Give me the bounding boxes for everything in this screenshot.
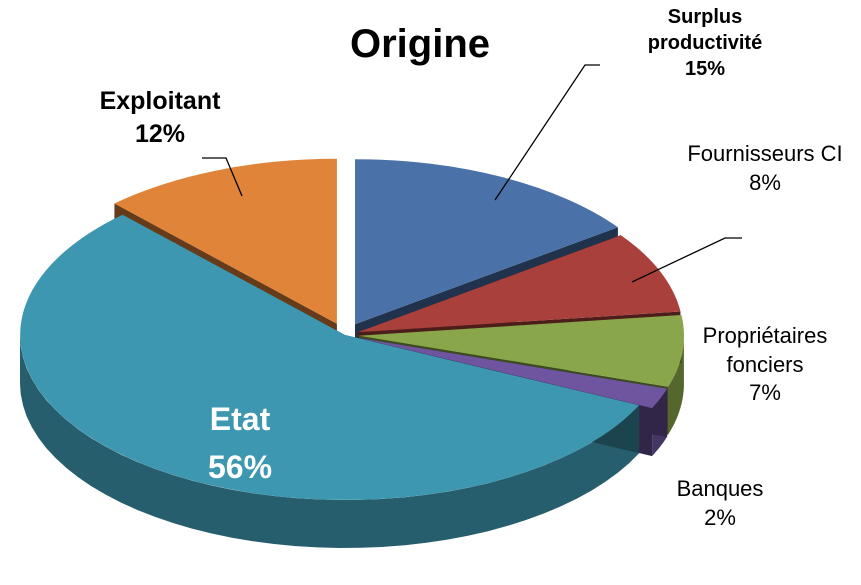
pie-tops: [20, 158, 684, 500]
slice-label: Etat 56%: [160, 395, 320, 491]
slice: [354, 159, 618, 325]
chart-title: Origine: [349, 22, 491, 66]
slice: [358, 315, 684, 387]
slice-label: Fournisseurs CI 8%: [670, 140, 860, 197]
label-value: 8%: [749, 169, 781, 195]
slice-label: Surplus productivité 15%: [620, 4, 790, 82]
label-name: Fournisseurs CI: [687, 141, 843, 166]
leader-line: [631, 237, 742, 283]
slice-side: [20, 335, 640, 548]
slice-side: [668, 335, 684, 435]
label-name: Surplus productivité: [647, 6, 763, 54]
label-name: Exploitant: [99, 87, 221, 115]
label-name: Propriétaires fonciers: [702, 323, 828, 377]
label-value: 7%: [749, 380, 781, 406]
label-name: Etat: [209, 401, 271, 437]
slice: [114, 158, 337, 324]
slice-label: Propriétaires fonciers 7%: [670, 322, 860, 408]
leader-line: [202, 157, 243, 197]
slice: [358, 235, 681, 333]
label-value: 56%: [207, 449, 273, 485]
label-value: 15%: [684, 58, 726, 80]
leader-line: [494, 64, 600, 201]
label-name: Banques: [676, 476, 764, 501]
slice-label: Banques 2%: [650, 475, 790, 532]
slice-label: Exploitant 12%: [60, 85, 260, 150]
slice: [20, 214, 640, 500]
label-value: 2%: [704, 504, 736, 530]
slice: [358, 337, 668, 409]
label-value: 12%: [134, 119, 186, 148]
